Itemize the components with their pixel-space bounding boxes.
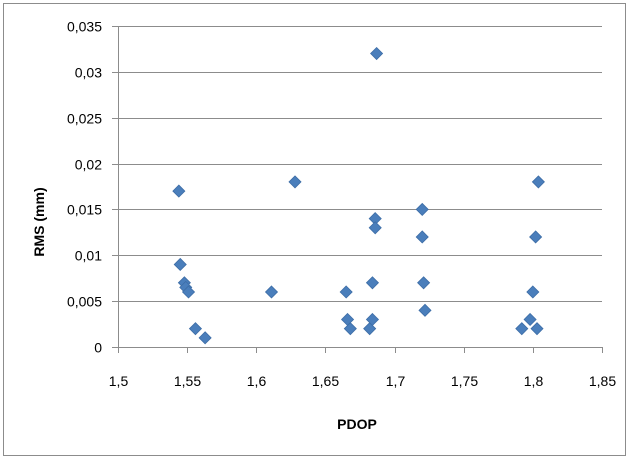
x-tick-label: 1,7 bbox=[386, 373, 406, 389]
y-tick-label: 0 bbox=[94, 340, 102, 356]
data-point bbox=[415, 230, 429, 244]
data-point bbox=[264, 285, 279, 299]
data-point bbox=[526, 285, 540, 299]
data-point bbox=[365, 276, 380, 290]
y-tick-label: 0,02 bbox=[75, 157, 102, 173]
y-tick-label: 0,035 bbox=[67, 19, 102, 35]
y-tick-label: 0,015 bbox=[67, 202, 102, 218]
data-point bbox=[530, 322, 544, 336]
x-tick-label: 1,65 bbox=[312, 373, 339, 389]
y-axis-title: RMS (mm) bbox=[31, 187, 47, 256]
x-tick-label: 1,8 bbox=[524, 373, 544, 389]
x-tick-label: 1,55 bbox=[174, 373, 201, 389]
data-point bbox=[173, 257, 187, 272]
data-point bbox=[418, 303, 432, 317]
y-tick-label: 0,025 bbox=[67, 111, 102, 127]
data-point bbox=[415, 202, 429, 216]
data-point bbox=[368, 221, 382, 235]
x-tick-label: 1,75 bbox=[451, 373, 478, 389]
data-point bbox=[339, 285, 353, 299]
chart-frame bbox=[3, 3, 626, 456]
x-tick-label: 1,5 bbox=[109, 373, 129, 389]
data-point bbox=[365, 312, 380, 327]
data-point bbox=[172, 184, 186, 198]
x-tick-label: 1,85 bbox=[589, 373, 616, 389]
data-point bbox=[523, 312, 537, 327]
data-point bbox=[288, 175, 302, 189]
data-point bbox=[343, 322, 357, 336]
axes bbox=[112, 26, 603, 353]
data-point bbox=[531, 175, 545, 189]
data-point bbox=[515, 322, 529, 336]
data-point bbox=[370, 46, 384, 61]
data-point bbox=[529, 230, 543, 244]
y-tick-labels: 0 0,005 0,01 0,015 0,02 0,025 0,03 0,035 bbox=[67, 19, 102, 356]
data-points bbox=[172, 46, 545, 345]
x-axis-title: PDOP bbox=[337, 416, 377, 432]
data-point bbox=[181, 285, 196, 299]
y-tick-label: 0,03 bbox=[75, 65, 102, 81]
data-point bbox=[188, 322, 203, 336]
gridlines bbox=[118, 26, 602, 302]
x-tick-label: 1,6 bbox=[247, 373, 267, 389]
x-tick-labels: 1,5 1,55 1,6 1,65 1,7 1,75 1,8 1,85 bbox=[109, 373, 617, 389]
y-tick-label: 0,01 bbox=[75, 248, 102, 264]
data-point bbox=[417, 276, 431, 290]
y-tick-label: 0,005 bbox=[67, 294, 102, 310]
data-point bbox=[198, 331, 212, 345]
